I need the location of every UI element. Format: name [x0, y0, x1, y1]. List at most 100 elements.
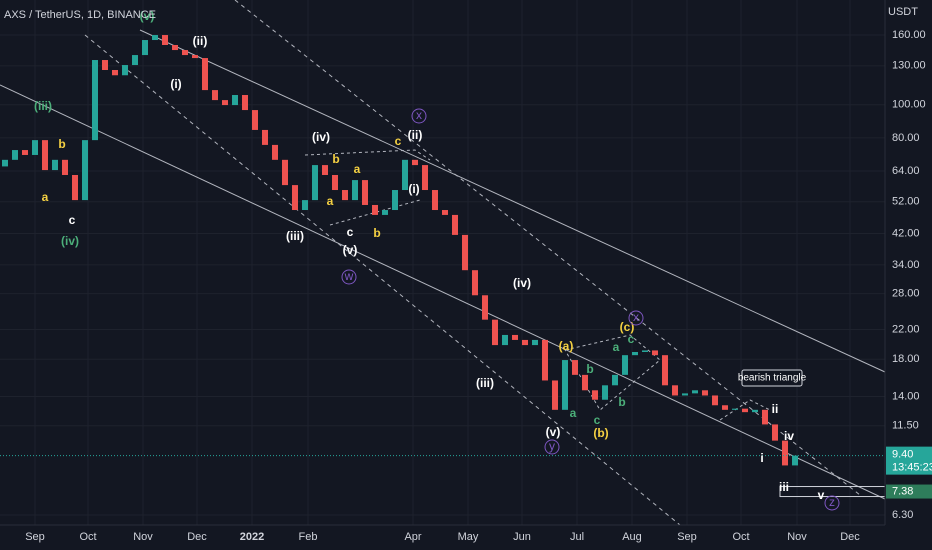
- annotation: i: [760, 451, 763, 465]
- candle: [22, 150, 28, 155]
- candle: [722, 405, 728, 410]
- candle: [612, 374, 618, 386]
- level-tag: [886, 484, 932, 499]
- candle: [382, 210, 388, 215]
- annotation: c: [69, 213, 76, 227]
- candle: [552, 380, 558, 410]
- candle: [402, 159, 408, 191]
- annotation-circle: [628, 310, 644, 326]
- annotation: (c): [620, 320, 635, 334]
- candle: [72, 174, 78, 201]
- candle: [232, 95, 238, 106]
- annotation: b: [373, 226, 380, 240]
- triangle-line: [304, 149, 431, 161]
- candle: [462, 234, 468, 271]
- annotation: w: [344, 269, 354, 283]
- candle: [432, 190, 438, 211]
- annotation: y: [549, 439, 555, 453]
- x-tick-label: Jun: [513, 531, 531, 543]
- annotation: b: [332, 152, 339, 166]
- candle: [282, 159, 288, 186]
- x-tick-label: May: [458, 531, 479, 543]
- annotation: (ii): [193, 34, 208, 48]
- candle: [32, 140, 38, 155]
- candle: [582, 374, 588, 391]
- candle: [372, 204, 378, 215]
- annotation: x: [416, 108, 422, 122]
- triangle-line: [564, 334, 661, 411]
- trendlines: [0, 0, 886, 526]
- candle: [422, 165, 428, 191]
- y-tick-label: 11.50: [892, 420, 919, 432]
- y-tick-label: 64.00: [892, 165, 920, 177]
- candle: [242, 95, 248, 111]
- annotation: a: [354, 162, 361, 176]
- candle: [322, 165, 328, 175]
- candle: [152, 35, 158, 41]
- currency-label: USDT: [888, 6, 918, 18]
- candle: [272, 144, 278, 160]
- annotation-circle: [341, 269, 357, 285]
- candle: [782, 440, 788, 466]
- y-tick-label: 52.00: [892, 196, 920, 208]
- x-tick-label: Apr: [404, 531, 421, 543]
- annotation: a: [327, 194, 334, 208]
- annotation: (i): [170, 77, 181, 91]
- annotation: (b): [593, 426, 608, 440]
- candle: [262, 129, 268, 145]
- candles: [2, 35, 798, 466]
- candle: [212, 90, 218, 101]
- y-tick-label: 6.30: [892, 509, 913, 521]
- candle: [82, 140, 88, 201]
- candle: [762, 409, 768, 425]
- annotation: (v): [343, 243, 358, 257]
- annotation-box: [741, 369, 803, 387]
- candle: [712, 395, 718, 406]
- annotation: c: [395, 134, 402, 148]
- candle: [52, 159, 58, 171]
- annotation: (a): [559, 339, 574, 353]
- annotation: v: [818, 488, 825, 502]
- candle: [392, 190, 398, 211]
- level-label: 7.38: [892, 485, 913, 497]
- candle: [192, 55, 198, 59]
- annotation: x: [633, 310, 639, 324]
- annotation: c: [594, 413, 601, 427]
- overlay: 9.4013:45:237.38(v)(ii)(i)(iii)bac(iv)(i…: [0, 9, 932, 511]
- grid: [0, 0, 885, 525]
- channel-line: [139, 29, 886, 373]
- x-tick-label: 2022: [240, 531, 264, 543]
- y-tick-label: 100.00: [892, 99, 926, 111]
- annotation: a: [42, 190, 49, 204]
- y-tick-label: 34.00: [892, 259, 920, 271]
- x-tick-label: Dec: [840, 531, 860, 543]
- candle: [112, 70, 118, 76]
- candle: [142, 40, 148, 56]
- x-tick-label: Nov: [787, 531, 807, 543]
- last-price-label: 9.40: [892, 449, 913, 461]
- annotation: b: [586, 362, 593, 376]
- candle: [522, 339, 528, 346]
- candle: [672, 385, 678, 396]
- y-tick-label: 160.00: [892, 29, 926, 41]
- annotation: (iv): [61, 234, 79, 248]
- candle: [642, 350, 648, 352]
- candle: [182, 50, 188, 56]
- chart-title: AXS / TetherUS, 1D, BINANCE: [4, 9, 156, 21]
- x-tick-label: Sep: [25, 531, 45, 543]
- candle: [732, 408, 738, 410]
- candle: [702, 390, 708, 396]
- candle: [572, 360, 578, 375]
- annotation-circle: [824, 495, 840, 511]
- candle: [562, 360, 568, 410]
- candle: [362, 180, 368, 205]
- candle: [102, 60, 108, 71]
- annotation: (iii): [286, 229, 304, 243]
- annotation: bearish triangle: [738, 373, 807, 384]
- candle: [92, 60, 98, 141]
- candle: [652, 350, 658, 356]
- annotation: a: [570, 406, 577, 420]
- annotation: (ii): [408, 128, 423, 142]
